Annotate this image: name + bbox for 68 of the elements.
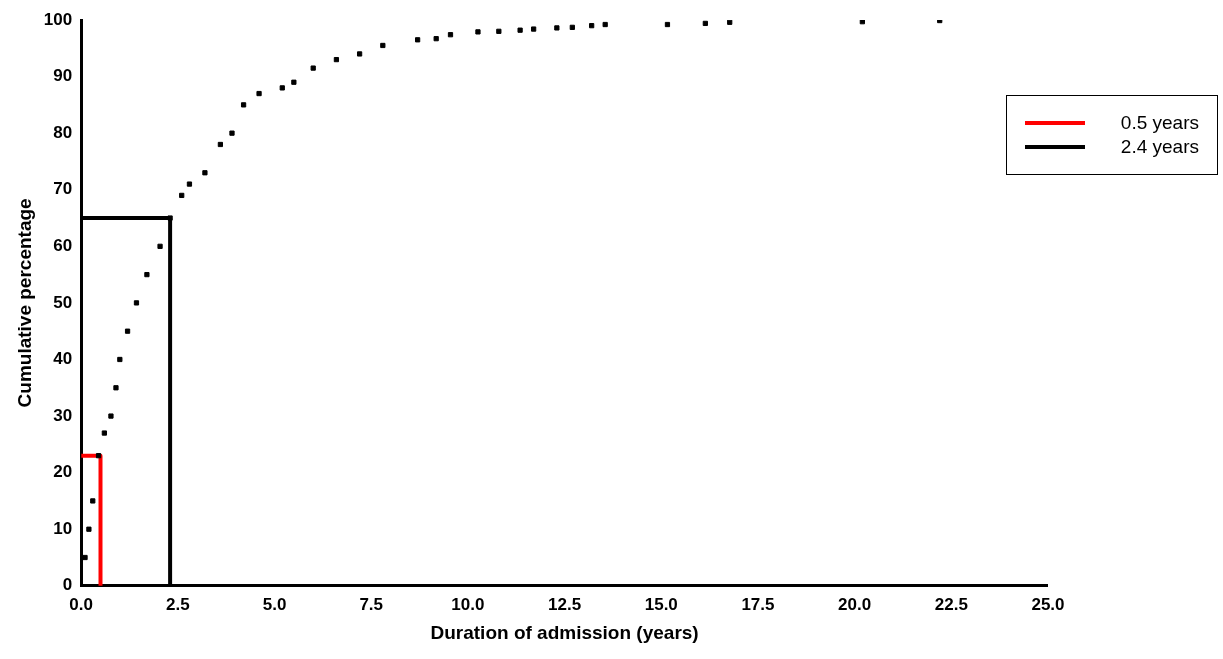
point bbox=[433, 36, 439, 42]
point bbox=[256, 90, 262, 97]
legend-label: 2.4 years bbox=[1120, 136, 1199, 158]
point bbox=[108, 413, 114, 419]
point bbox=[186, 181, 193, 187]
point bbox=[727, 20, 733, 25]
point bbox=[229, 130, 235, 136]
x-tick-label: 5.0 bbox=[262, 594, 287, 614]
x-tick-label: 12.5 bbox=[548, 594, 582, 614]
point bbox=[179, 192, 185, 199]
legend-label: 0.5 years bbox=[1120, 112, 1199, 134]
point bbox=[117, 356, 123, 363]
point bbox=[447, 32, 454, 38]
point bbox=[602, 21, 608, 28]
point bbox=[101, 430, 107, 436]
point bbox=[702, 20, 708, 27]
y-tick-label: 60 bbox=[53, 236, 73, 256]
y-tick-label: 90 bbox=[53, 66, 73, 86]
point bbox=[124, 328, 131, 334]
x-tick-label: 7.5 bbox=[359, 594, 384, 614]
point bbox=[167, 215, 173, 221]
point bbox=[475, 29, 481, 35]
point bbox=[589, 23, 595, 29]
point bbox=[380, 42, 386, 49]
point bbox=[664, 21, 671, 28]
point bbox=[144, 271, 150, 278]
point bbox=[569, 24, 575, 30]
x-tick-label: 2.5 bbox=[166, 594, 190, 614]
x-tick-label: 22.5 bbox=[934, 594, 968, 614]
point bbox=[554, 25, 560, 31]
point bbox=[310, 65, 316, 71]
y-tick-label: 40 bbox=[53, 349, 73, 369]
point bbox=[90, 498, 96, 504]
y-tick-label: 30 bbox=[53, 405, 73, 425]
x-tick-label: 25.0 bbox=[1031, 594, 1065, 614]
y-tick-label: 70 bbox=[53, 179, 73, 199]
y-tick-label: 50 bbox=[53, 292, 73, 312]
point bbox=[531, 26, 537, 32]
x-tick-label: 0.0 bbox=[69, 594, 93, 614]
point bbox=[279, 85, 285, 91]
y-tick-label: 10 bbox=[53, 518, 73, 538]
point bbox=[82, 554, 88, 561]
y-tick-label: 20 bbox=[53, 462, 73, 482]
point bbox=[86, 526, 92, 532]
point bbox=[113, 385, 119, 391]
point bbox=[291, 79, 297, 85]
point bbox=[240, 102, 247, 108]
x-tick-label: 17.5 bbox=[741, 594, 775, 614]
x-tick-label: 20.0 bbox=[838, 594, 872, 614]
y-axis-title: Cumulative percentage bbox=[13, 198, 35, 408]
x-axis-title: Duration of admission (years) bbox=[430, 621, 699, 643]
y-tick-label: 100 bbox=[43, 9, 73, 29]
point bbox=[217, 141, 224, 148]
point bbox=[157, 243, 163, 249]
x-tick-label: 15.0 bbox=[644, 594, 678, 614]
point bbox=[937, 20, 943, 24]
point bbox=[859, 20, 865, 25]
point bbox=[333, 56, 340, 63]
x-tick-label: 10.0 bbox=[451, 594, 485, 614]
point bbox=[415, 37, 421, 43]
point bbox=[517, 27, 523, 33]
point bbox=[202, 170, 208, 176]
point bbox=[356, 51, 363, 57]
y-tick-label: 80 bbox=[53, 122, 73, 142]
point bbox=[496, 28, 502, 34]
point bbox=[95, 453, 102, 459]
y-tick-label: 0 bbox=[62, 575, 73, 595]
point bbox=[133, 300, 140, 306]
